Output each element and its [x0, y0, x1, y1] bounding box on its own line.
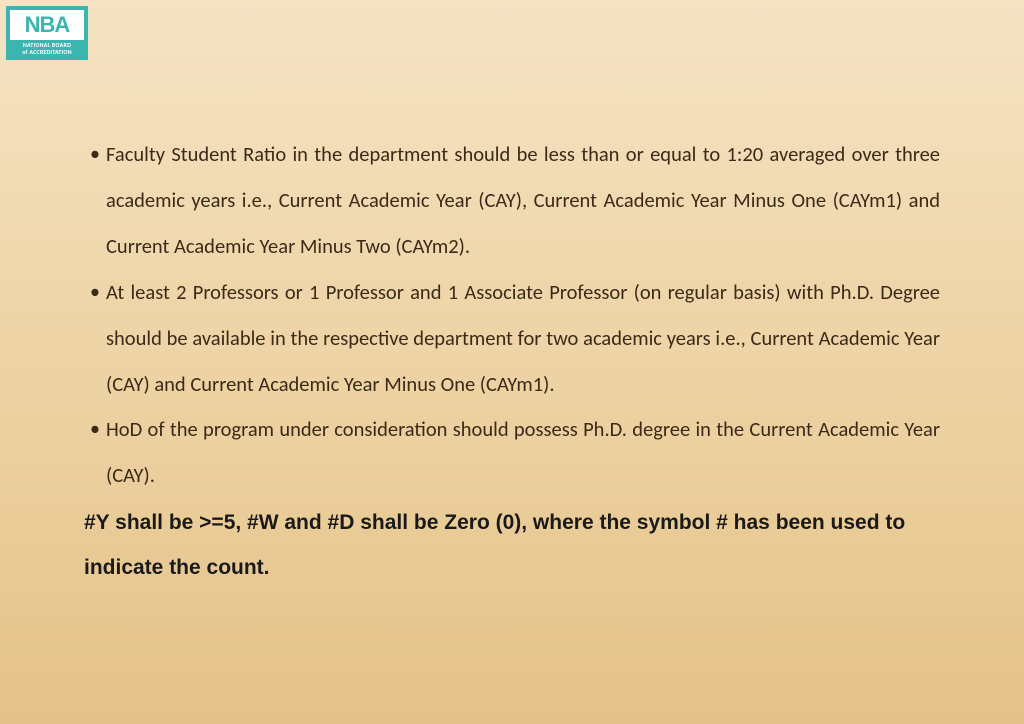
- bullet-item: At least 2 Professors or 1 Professor and…: [84, 270, 940, 408]
- nba-logo: NBA NATIONAL BOARD of ACCREDITATION: [6, 6, 88, 60]
- logo-sub-text: NATIONAL BOARD of ACCREDITATION: [22, 42, 72, 55]
- bullet-item: Faculty Student Ratio in the department …: [84, 132, 940, 270]
- bullet-item: HoD of the program under consideration s…: [84, 407, 940, 499]
- logo-main-text: NBA: [10, 10, 84, 40]
- bullet-list: Faculty Student Ratio in the department …: [84, 132, 940, 499]
- slide-content: Faculty Student Ratio in the department …: [84, 132, 940, 591]
- footer-note: #Y shall be >=5, #W and #D shall be Zero…: [84, 500, 940, 590]
